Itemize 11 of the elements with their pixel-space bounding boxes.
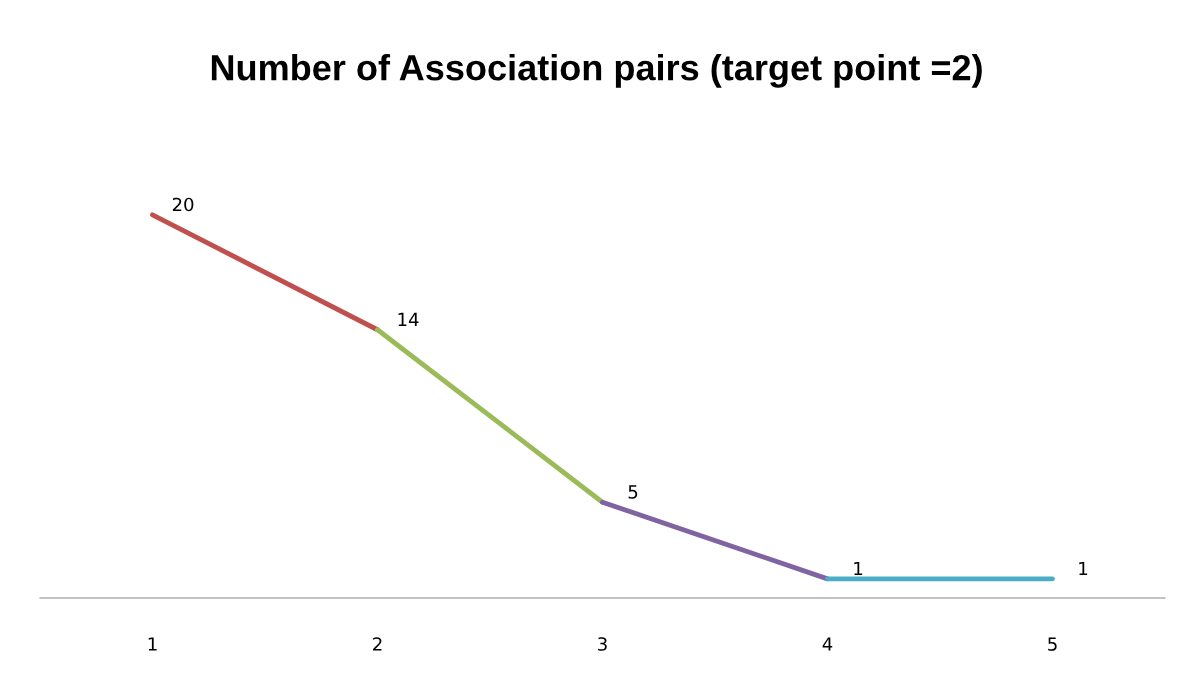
data-label: 14: [398, 312, 419, 327]
x-tick-label: 1: [148, 637, 157, 651]
data-label: 1: [854, 561, 863, 576]
data-label: 5: [628, 485, 638, 499]
data-label: 20: [172, 197, 194, 212]
x-tick-label: 4: [822, 637, 833, 651]
chart-title: Number of Association pairs (target point =2): [211, 53, 982, 88]
data-label: 1: [1079, 561, 1088, 576]
x-tick-label: 5: [1048, 637, 1057, 651]
x-tick-label: 2: [373, 637, 382, 651]
x-tick-label: 3: [598, 637, 607, 651]
